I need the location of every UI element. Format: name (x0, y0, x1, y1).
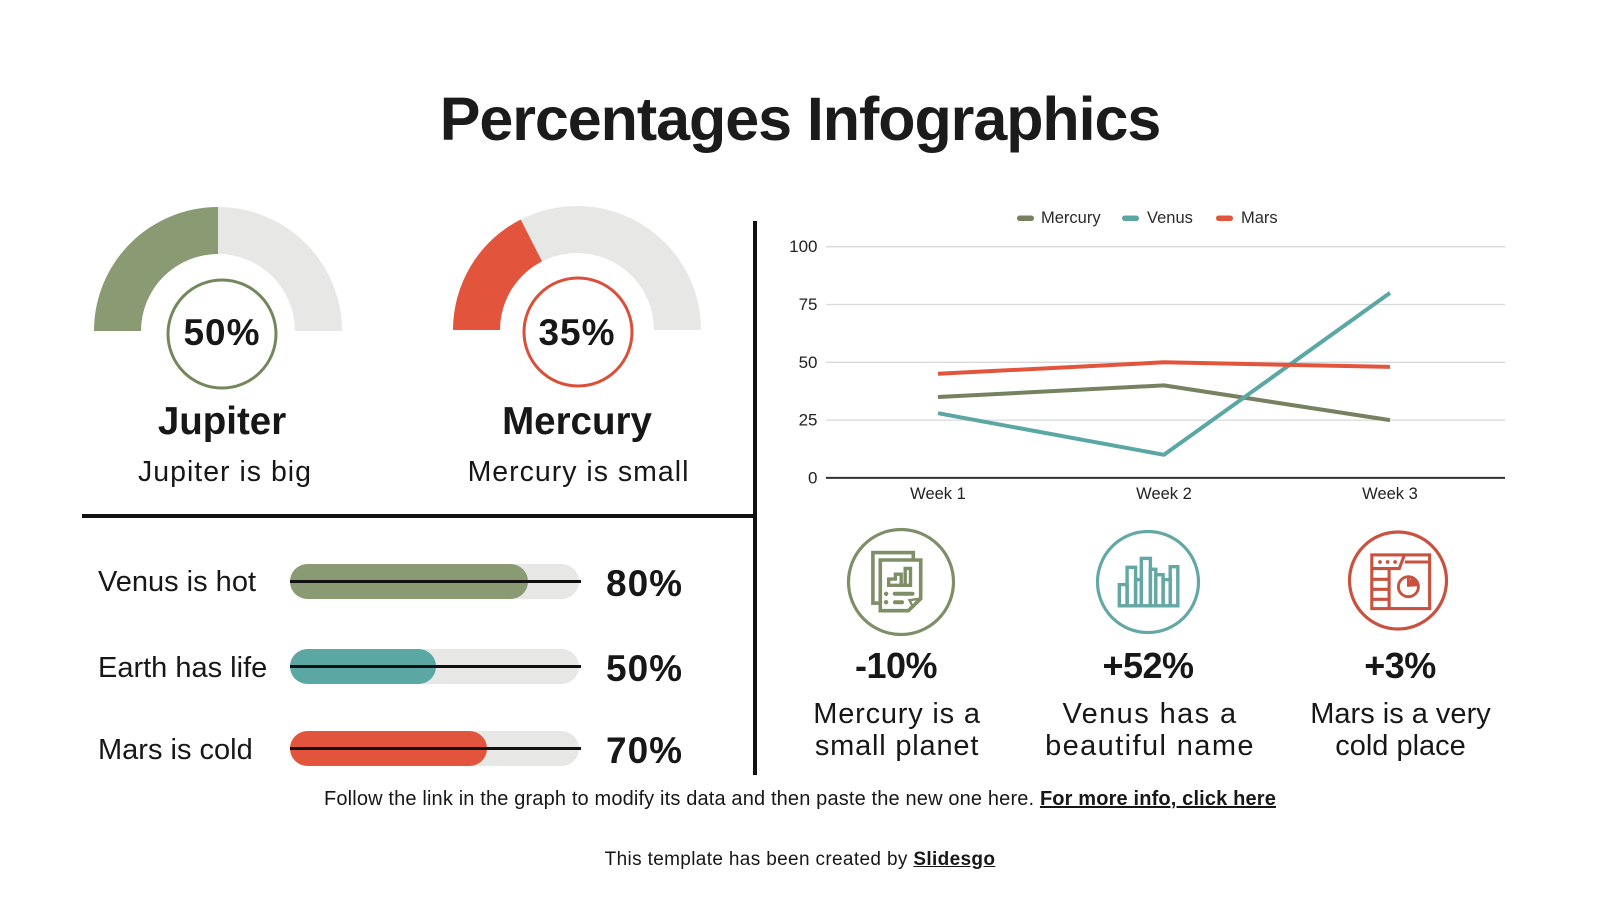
svg-text:Mars: Mars (1241, 209, 1278, 227)
svg-text:Mercury: Mercury (1041, 209, 1101, 227)
svg-text:50: 50 (799, 353, 818, 372)
svg-text:Week 1: Week 1 (910, 485, 966, 503)
svg-text:75: 75 (799, 295, 818, 314)
svg-text:25: 25 (799, 411, 818, 430)
svg-text:0: 0 (808, 468, 817, 487)
svg-text:Week 2: Week 2 (1136, 485, 1192, 503)
svg-text:100: 100 (789, 237, 817, 256)
svg-text:Week 3: Week 3 (1362, 485, 1418, 503)
svg-text:Venus: Venus (1147, 209, 1193, 227)
